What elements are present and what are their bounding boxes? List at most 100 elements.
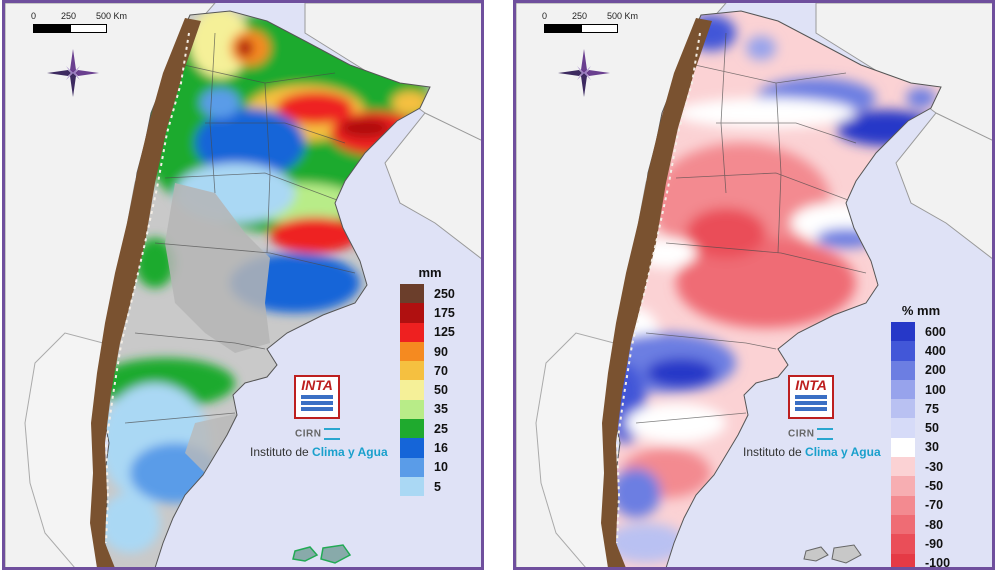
legend-item: -80 <box>891 514 951 535</box>
precipitation-map-panel: 0 250 500 Km mm 250 175 125 90 70 50 35 … <box>2 0 484 570</box>
legend-label: -90 <box>925 536 944 551</box>
cirn-text: CIRN <box>788 428 815 440</box>
logo-wave-icon <box>795 407 827 411</box>
legend-swatch <box>400 303 424 323</box>
legend-swatch <box>891 341 915 361</box>
scale-label-500: 500 Km <box>607 11 639 21</box>
cirn-wave-icon <box>817 428 834 440</box>
legend-title: mm <box>418 265 442 280</box>
legend-swatch <box>891 437 915 458</box>
legend-label: 250 <box>434 286 455 301</box>
inta-logo-text: INTA <box>795 377 827 393</box>
legend-label: 16 <box>434 441 448 456</box>
legend-label: -70 <box>925 498 944 513</box>
legend-label: -30 <box>925 459 944 474</box>
legend-label: 25 <box>434 421 448 436</box>
legend-label: 70 <box>434 363 448 378</box>
legend-swatch <box>891 553 915 567</box>
legend-swatch <box>891 418 915 438</box>
anomaly-legend: % mm 600 400 200 100 75 50 30 -30 -50 -7… <box>891 303 951 570</box>
scale-label-500: 500 Km <box>96 11 128 21</box>
legend-title: % mm <box>901 303 941 318</box>
compass-rose-icon <box>47 49 99 97</box>
legend-item: 5 <box>400 476 460 497</box>
legend-item: 50 <box>891 418 951 438</box>
legend-label: 400 <box>925 343 946 358</box>
legend-swatch <box>891 476 915 496</box>
legend-swatch <box>400 361 424 381</box>
institute-credit: Instituto de Clima y Agua <box>250 445 388 459</box>
legend-swatch <box>400 322 424 342</box>
legend-swatch <box>891 379 915 400</box>
legend-swatch <box>400 457 424 477</box>
cirn-label: CIRN <box>788 428 834 440</box>
inta-logo: INTA <box>788 375 834 425</box>
falkland-islands <box>803 544 862 564</box>
legend-item: 100 <box>891 379 951 400</box>
legend-item: -30 <box>891 457 951 477</box>
compass-rose-icon <box>558 49 610 97</box>
legend-label: 125 <box>434 325 455 340</box>
institute-highlight: Clima y Agua <box>805 445 881 459</box>
legend-label: 175 <box>434 305 455 320</box>
scale-segment-white <box>70 24 107 33</box>
legend-swatch <box>400 399 424 420</box>
inta-logo-text: INTA <box>301 377 333 393</box>
legend-swatch <box>891 514 915 535</box>
legend-item: 35 <box>400 399 460 420</box>
legend-label: 35 <box>434 402 448 417</box>
legend-label: 600 <box>925 324 946 339</box>
legend-item: 600 <box>891 322 951 342</box>
legend-item: 75 <box>891 399 951 419</box>
cirn-wave-icon <box>324 428 341 440</box>
legend-swatch <box>400 476 424 497</box>
cirn-label: CIRN <box>295 428 341 440</box>
legend-swatch <box>891 457 915 477</box>
legend-item: 200 <box>891 360 951 380</box>
legend-label: 50 <box>925 421 939 436</box>
institute-prefix: Instituto de <box>250 445 313 459</box>
legend-swatch <box>400 438 424 458</box>
scale-label-250: 250 <box>61 11 77 21</box>
scale-segment-black <box>33 24 70 33</box>
legend-swatch <box>400 284 424 304</box>
scale-label-0: 0 <box>31 11 37 21</box>
scale-segment-white <box>581 24 618 33</box>
scale-label-250: 250 <box>572 11 588 21</box>
legend-item: 90 <box>400 341 460 362</box>
legend-item: 30 <box>891 437 951 458</box>
legend-label: -50 <box>925 479 944 494</box>
legend-swatch <box>400 380 424 400</box>
legend-label: 10 <box>434 460 448 475</box>
legend-swatch <box>891 322 915 342</box>
inta-logo: INTA <box>294 375 340 425</box>
legend-swatch <box>891 495 915 515</box>
institute-prefix: Instituto de <box>743 445 806 459</box>
legend-swatch <box>400 419 424 439</box>
logo-wave-icon <box>301 407 333 411</box>
legend-label: -80 <box>925 517 944 532</box>
legend-item: -70 <box>891 495 951 515</box>
legend-item: -50 <box>891 476 951 496</box>
legend-swatch <box>891 534 915 554</box>
legend-swatch <box>400 341 424 362</box>
precipitation-legend: mm 250 175 125 90 70 50 35 25 16 10 5 <box>400 265 460 497</box>
legend-item: 70 <box>400 361 460 381</box>
logo-wave-icon <box>795 395 827 399</box>
anomaly-map <box>516 3 992 567</box>
legend-item: 25 <box>400 419 460 439</box>
legend-label: 100 <box>925 382 946 397</box>
legend-label: 50 <box>434 383 448 398</box>
legend-item: 175 <box>400 303 460 323</box>
logo-wave-icon <box>795 401 827 405</box>
legend-label: 90 <box>434 344 448 359</box>
legend-swatch <box>891 399 915 419</box>
scale-bar: 0 250 500 Km <box>31 11 141 41</box>
scale-label-0: 0 <box>542 11 548 21</box>
legend-item: 125 <box>400 322 460 342</box>
anomaly-map-panel: 0 250 500 Km % mm 600 400 200 100 75 50 … <box>513 0 995 570</box>
legend-label: -100 <box>925 556 951 570</box>
legend-item: 10 <box>400 457 460 477</box>
falkland-islands <box>292 544 352 564</box>
scale-segment-black <box>544 24 581 33</box>
